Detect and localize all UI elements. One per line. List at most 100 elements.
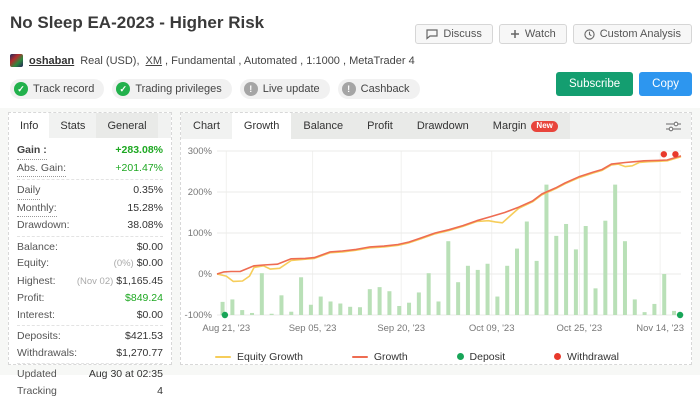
stat-value: (Nov 02) $1,165.45 bbox=[76, 274, 163, 287]
sidebar-tab-stats[interactable]: Stats bbox=[60, 119, 86, 132]
header-actions: Discuss Watch Custom Analysis bbox=[415, 24, 692, 44]
info-circle-icon: ! bbox=[341, 82, 356, 96]
stat-label: Highest: bbox=[17, 274, 56, 287]
check-circle-icon: ✓ bbox=[116, 82, 131, 96]
chart-body: 300% 200% 100% 0% -100% Aug 21, '23 Sep 05, '2… bbox=[181, 139, 691, 344]
cta-buttons: Subscribe Copy bbox=[556, 72, 692, 96]
stat-label: Drawdown: bbox=[17, 219, 70, 231]
stat-row-abs-gain: Abs. Gain: +201.47% bbox=[17, 160, 163, 177]
stat-group: Deposits: $421.53 Withdrawals: $1,270.77 bbox=[17, 326, 163, 364]
stat-value: $1,270.77 bbox=[116, 346, 163, 359]
legend-item-withdrawal: Withdrawal bbox=[554, 351, 619, 363]
stat-label[interactable]: Monthly: bbox=[17, 200, 57, 217]
stat-row-equity: Equity: (0%) $0.00 bbox=[17, 255, 163, 273]
stat-label: Tracking bbox=[17, 384, 57, 397]
stat-row-gain: Gain : +283.08% bbox=[17, 142, 163, 160]
legend-dot-icon bbox=[456, 353, 464, 360]
legend-line-swatch bbox=[215, 355, 231, 358]
discuss-button[interactable]: Discuss bbox=[415, 24, 493, 44]
broker-link[interactable]: XM bbox=[145, 54, 163, 67]
stat-row-updated: Updated Aug 30 at 02:35 bbox=[17, 366, 163, 383]
stat-row-deposits: Deposits: $421.53 bbox=[17, 328, 163, 345]
svg-text:200%: 200% bbox=[188, 187, 213, 198]
account-details: , Fundamental , Automated , 1:1000 , Met… bbox=[165, 54, 415, 67]
chart-tabs: Chart Growth Balance Profit Drawdown Margin Ne… bbox=[181, 113, 691, 139]
svg-text:Sep 05, '23: Sep 05, '23 bbox=[289, 323, 337, 334]
watch-button[interactable]: Watch bbox=[498, 24, 567, 44]
stat-value: (0%) $0.00 bbox=[113, 257, 163, 269]
avatar bbox=[10, 54, 23, 67]
account-subtitle: oshaban Real (USD), XM , Fundamental , A… bbox=[10, 54, 415, 67]
stat-label: Interest: bbox=[17, 308, 55, 321]
sidebar-tab-info[interactable]: Info bbox=[9, 113, 50, 138]
stat-value: +283.08% bbox=[115, 144, 163, 156]
stat-row-monthly: Monthly: 15.28% bbox=[17, 200, 163, 217]
chart-tab-growth[interactable]: Growth bbox=[231, 113, 292, 139]
badge-live-update[interactable]: ! Live update bbox=[239, 79, 330, 99]
stat-row-tracking: Tracking 4 bbox=[17, 383, 163, 400]
stat-row-balance: Balance: $0.00 bbox=[17, 239, 163, 256]
status-badges: ✓ Track record ✓ Trading privileges ! Live up… bbox=[10, 79, 420, 99]
user-link[interactable]: oshaban bbox=[29, 54, 75, 67]
copy-button[interactable]: Copy bbox=[639, 72, 692, 96]
sidebar-rows: Gain : +283.08% Abs. Gain: +201.47% Daily 0.3… bbox=[9, 138, 171, 400]
stat-value: 15.28% bbox=[127, 201, 163, 214]
stats-sidebar: Info Stats General Gain : +283.08% Abs. Gain… bbox=[8, 112, 172, 397]
stat-value-prefix: (Nov 02) bbox=[76, 275, 114, 287]
info-circle-icon: ! bbox=[243, 82, 258, 96]
plus-icon bbox=[510, 29, 520, 39]
account-type: Real (USD), bbox=[80, 54, 140, 67]
stat-value-prefix: (0%) bbox=[113, 258, 134, 269]
stat-value: 4 bbox=[157, 384, 163, 397]
stat-group: Daily 0.35% Monthly: 15.28% Drawdown: 38.08% bbox=[17, 180, 163, 237]
chart-panel: Chart Growth Balance Profit Drawdown Margin Ne… bbox=[180, 112, 692, 365]
sidebar-tabs: Info Stats General bbox=[9, 113, 171, 138]
stat-label: Profit: bbox=[17, 292, 45, 304]
stat-value: Aug 30 at 02:35 bbox=[88, 368, 163, 380]
chart-tab-profit[interactable]: Profit bbox=[355, 113, 405, 139]
svg-text:Oct 25, '23: Oct 25, '23 bbox=[557, 323, 603, 334]
chart-tab-balance[interactable]: Balance bbox=[291, 113, 356, 139]
stat-label[interactable]: Gain : bbox=[17, 142, 47, 160]
stat-value: $0.00 bbox=[136, 308, 163, 321]
chart-tab-drawdown[interactable]: Drawdown bbox=[404, 113, 481, 139]
discuss-icon bbox=[426, 28, 439, 40]
sidebar-tab-general[interactable]: General bbox=[96, 113, 158, 138]
stat-label[interactable]: Daily bbox=[17, 182, 41, 200]
legend-item-deposit: Deposit bbox=[456, 351, 505, 363]
stat-value: 0.35% bbox=[133, 184, 163, 196]
legend-item-equity-growth: Equity Growth bbox=[215, 351, 303, 363]
badge-track-record[interactable]: ✓ Track record bbox=[10, 79, 105, 99]
stat-value: $0.00 bbox=[136, 240, 163, 253]
page-title: No Sleep EA-2023 - Higher Risk bbox=[10, 13, 265, 32]
chart-tab-chart[interactable]: Chart bbox=[193, 120, 220, 132]
subscribe-button[interactable]: Subscribe bbox=[556, 72, 634, 96]
growth-chart[interactable]: 300% 200% 100% 0% -100% Aug 21, '23 Sep 05, '2… bbox=[181, 139, 691, 339]
stat-row-drawdown: Drawdown: 38.08% bbox=[17, 217, 163, 234]
check-circle-icon: ✓ bbox=[14, 82, 28, 96]
stat-label: Balance: bbox=[17, 240, 58, 253]
chart-legend: Equity Growth Growth Deposit Withdrawal bbox=[181, 344, 691, 369]
stat-row-withdrawals: Withdrawals: $1,270.77 bbox=[17, 345, 163, 362]
chart-settings-icon[interactable] bbox=[663, 117, 683, 135]
stat-row-daily: Daily 0.35% bbox=[17, 182, 163, 200]
stat-value: 38.08% bbox=[127, 219, 163, 231]
stat-label[interactable]: Abs. Gain: bbox=[17, 160, 67, 177]
footer-background bbox=[0, 375, 700, 400]
stat-label: Updated bbox=[17, 368, 57, 380]
stat-row-profit: Profit: $849.24 bbox=[17, 290, 163, 307]
new-badge: New bbox=[531, 120, 558, 132]
badge-trading-privileges[interactable]: ✓ Trading privileges bbox=[112, 79, 232, 99]
svg-text:100%: 100% bbox=[188, 228, 213, 239]
stat-group: Updated Aug 30 at 02:35 Tracking 4 bbox=[17, 364, 163, 400]
stat-value: $849.24 bbox=[125, 292, 163, 304]
stat-label: Deposits: bbox=[17, 330, 61, 342]
chart-tab-margin[interactable]: Margin New bbox=[480, 113, 570, 139]
legend-line-swatch bbox=[351, 355, 368, 358]
svg-text:Oct 09, '23: Oct 09, '23 bbox=[469, 323, 515, 334]
badge-cashback[interactable]: ! Cashback bbox=[337, 79, 420, 99]
stat-label: Equity: bbox=[17, 257, 50, 269]
custom-analysis-button[interactable]: Custom Analysis bbox=[572, 24, 692, 44]
page-header: No Sleep EA-2023 - Higher Risk Discuss Wa… bbox=[0, 0, 700, 108]
svg-text:Aug 21, '23: Aug 21, '23 bbox=[202, 323, 250, 334]
